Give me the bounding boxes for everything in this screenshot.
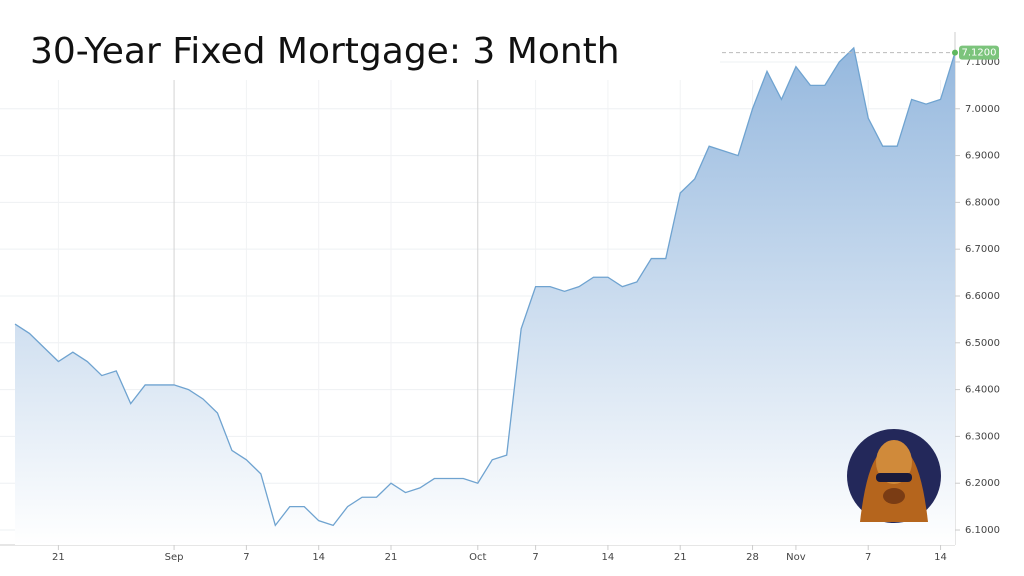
chart-title: 30-Year Fixed Mortgage: 3 Month <box>30 31 620 72</box>
last-point <box>952 49 958 56</box>
x-tick-label: 14 <box>934 552 947 563</box>
x-tick-label: Sep <box>165 552 184 563</box>
y-tick-label: 6.1000 <box>965 525 1000 536</box>
avatar <box>847 429 941 523</box>
area-fill <box>15 47 955 545</box>
y-tick-label: 6.7000 <box>965 244 1000 255</box>
y-tick-label: 6.6000 <box>965 291 1000 302</box>
value-badge <box>959 45 999 60</box>
y-tick-label: 6.9000 <box>965 151 1000 162</box>
y-tick-label: 7.1000 <box>965 57 1000 68</box>
y-tick-label: 6.4000 <box>965 385 1000 396</box>
x-tick-label: Oct <box>469 552 486 563</box>
x-tick-label: 14 <box>602 552 615 563</box>
x-tick-label: 21 <box>674 552 687 563</box>
x-tick-label: 21 <box>385 552 398 563</box>
data-label: 7.1200 <box>962 48 997 59</box>
x-tick-label: 7 <box>865 552 871 563</box>
line <box>14 46 956 527</box>
x-tick-label: 21 <box>52 552 65 563</box>
y-tick-label: 6.5000 <box>965 338 1000 349</box>
title-backdrop <box>0 0 720 78</box>
x-tick-label: 28 <box>746 552 759 563</box>
y-tick-label: 6.2000 <box>965 478 1000 489</box>
x-tick-label: 14 <box>312 552 325 563</box>
y-tick-label: 6.3000 <box>965 431 1000 442</box>
y-tick-label: 7.0000 <box>965 104 1000 115</box>
x-tick-label: 7 <box>243 552 249 563</box>
y-tick-label: 6.8000 <box>965 197 1000 208</box>
plot: 6.1000 6.2000 6.3000 6.4000 6.5000 6.6000 6.70… <box>0 32 1000 563</box>
x-tick-label: 7 <box>532 552 538 563</box>
x-tick-label: Nov <box>786 552 806 563</box>
